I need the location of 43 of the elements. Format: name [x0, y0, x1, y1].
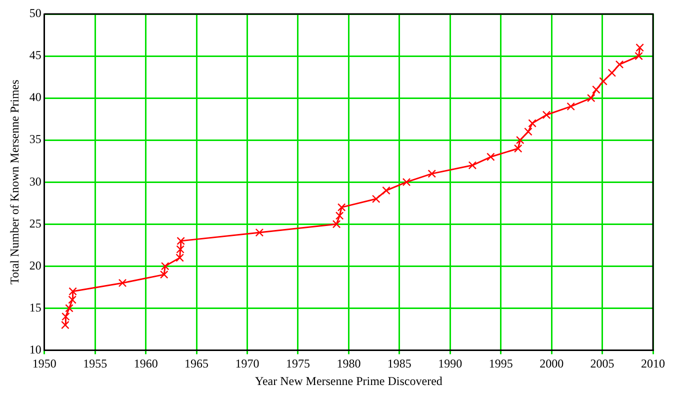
point — [382, 186, 390, 195]
point — [524, 128, 532, 136]
point — [486, 152, 495, 162]
point — [372, 194, 380, 204]
y-tick-label: 40 — [29, 90, 42, 104]
y-tick-label: 15 — [29, 300, 42, 314]
x-tick-label: 1975 — [286, 356, 310, 371]
x-tick-label: 1970 — [235, 356, 260, 371]
y-tick-label: 35 — [29, 132, 42, 146]
y-tick-label: 50 — [29, 6, 42, 20]
y-axis-title: Total Number of Known Mersenne Primes — [7, 79, 22, 284]
point — [615, 60, 624, 69]
point — [255, 228, 264, 237]
x-tick-label: 1980 — [336, 356, 361, 371]
point — [65, 304, 74, 312]
x-tick-label: 1990 — [438, 356, 462, 371]
point — [566, 102, 575, 111]
point — [118, 278, 127, 288]
point — [542, 110, 551, 119]
point — [528, 119, 536, 128]
point — [608, 68, 616, 77]
x-tick-label: 2005 — [590, 356, 614, 371]
point — [332, 220, 341, 228]
x-tick-label: 1965 — [184, 356, 209, 371]
point — [599, 77, 608, 86]
x-tick-label: 1950 — [32, 356, 56, 371]
x-tick-label: 1960 — [134, 356, 158, 371]
point — [586, 94, 596, 102]
y-tick-label: 45 — [29, 48, 42, 62]
x-tick-label: 2010 — [641, 356, 665, 371]
x-tick-label: 1985 — [387, 356, 412, 371]
y-tick-label: 25 — [29, 216, 42, 230]
point — [402, 178, 411, 186]
x-tick-label: 1955 — [83, 356, 108, 371]
point — [468, 161, 477, 170]
point — [592, 86, 600, 94]
y-tick-label: 30 — [29, 174, 42, 188]
y-tick-label: 20 — [29, 258, 42, 272]
x-tick-label: 2000 — [540, 356, 564, 371]
x-axis-title: Year New Mersenne Prime Discovered — [254, 374, 442, 388]
point — [428, 170, 436, 178]
y-tick-label: 10 — [29, 342, 42, 356]
x-tick-label: 1995 — [488, 356, 513, 371]
